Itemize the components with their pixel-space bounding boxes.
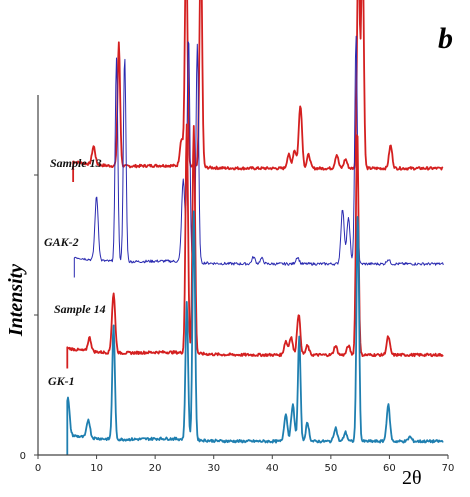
y-axis-title: Intensity	[5, 264, 27, 337]
x-tick-label-10: 10	[90, 463, 103, 474]
panel-letter: b	[438, 22, 453, 55]
series-line-gk-1	[66, 210, 444, 455]
series-label-layer: Sample 13 GAK-2 Sample 14 GK-1	[44, 156, 106, 388]
series-layer	[66, 0, 444, 455]
y-tick-label-0: 0	[20, 451, 26, 462]
x-tick-label-70: 70	[442, 463, 455, 474]
x-tick-label-30: 30	[207, 463, 220, 474]
x-tick-label-60: 60	[383, 463, 396, 474]
x-tick-label-40: 40	[266, 463, 279, 474]
series-line-sample-14	[66, 123, 444, 369]
x-tick-label-20: 20	[149, 463, 162, 474]
x-tick-label-0: 0	[35, 463, 41, 474]
series-label-sample-14: Sample 14	[54, 302, 106, 316]
series-label-gk-1: GK-1	[48, 374, 75, 388]
x-tick-layer: 0 10 20 30 40 50 60 70	[35, 455, 455, 474]
series-line-sample-13	[72, 0, 444, 182]
series-label-gak-2: GAK-2	[44, 235, 79, 249]
x-axis-title: 2θ	[402, 467, 422, 489]
x-tick-label-50: 50	[324, 463, 337, 474]
series-label-sample-13: Sample 13	[50, 156, 102, 170]
axes-layer: 0	[20, 95, 448, 462]
series-line-gak-2	[73, 35, 444, 278]
